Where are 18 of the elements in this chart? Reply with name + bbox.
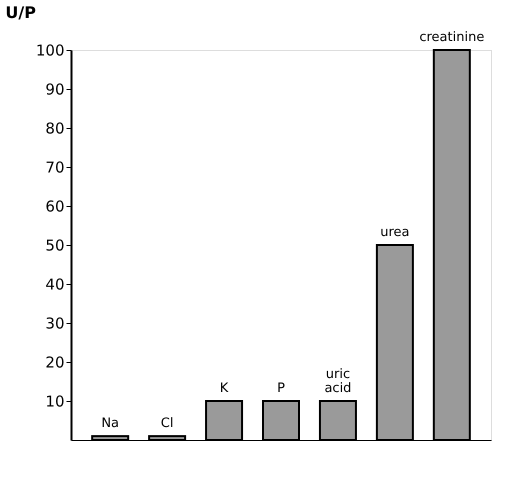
y-tick-label: 30: [45, 314, 64, 332]
x-tick-label: K: [220, 381, 229, 396]
y-tick-label: 20: [45, 354, 64, 372]
y-tick-label: 60: [45, 198, 64, 216]
x-tick-label: uric acid: [324, 367, 352, 396]
y-tick-label: 50: [45, 236, 64, 254]
x-tick-label: Na: [101, 416, 120, 432]
y-tick-label: 90: [45, 80, 64, 98]
x-tick-label: creatinine: [419, 30, 484, 45]
y-axis-title: U/P: [5, 3, 36, 22]
y-tick-label: 10: [45, 392, 64, 410]
y-tick-label: 100: [36, 42, 64, 60]
x-tick-label: Cl: [160, 416, 174, 432]
x-tick-label: urea: [380, 225, 410, 240]
y-tick-label: 40: [45, 276, 64, 294]
y-tick-label: 70: [45, 158, 64, 176]
x-tick-label: P: [277, 381, 286, 396]
y-tick-label: 80: [45, 120, 64, 138]
